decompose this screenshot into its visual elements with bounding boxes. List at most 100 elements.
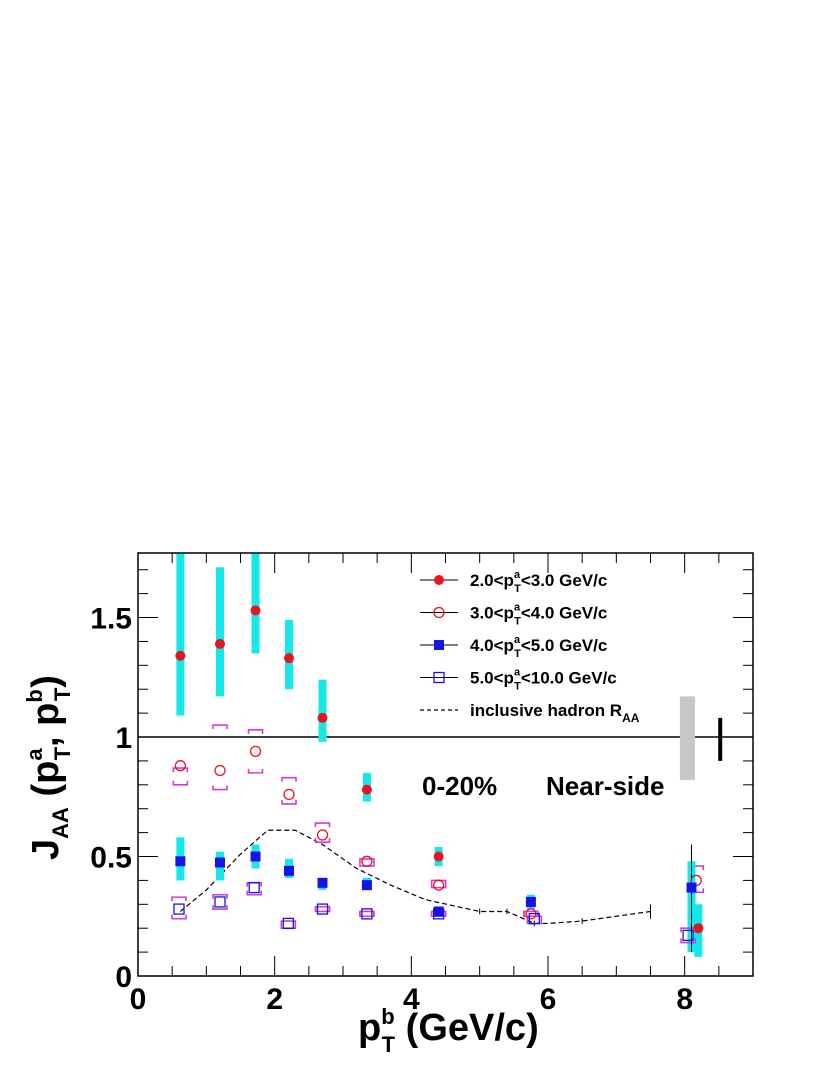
syst-box-bottom-series-4 [680, 938, 696, 944]
point-series-4 [361, 908, 373, 920]
x-title-sub: T [382, 1032, 396, 1057]
raa-curve [179, 829, 651, 925]
syst-box-top-series-2 [172, 767, 189, 773]
legend-label-text: 5.0<p [470, 669, 514, 688]
ticks-layer: 0 2 4 6 8 0 0.5 1 1.5 [90, 553, 754, 1016]
legend-label-sub: T [514, 648, 521, 660]
legend-label-text: 3.0<p [470, 604, 514, 623]
syst-box-bottom-series-4 [171, 914, 187, 920]
syst-box-bottom-series-2 [430, 883, 447, 889]
legend-label: 5.0<pa T<10.0 GeV/c [470, 667, 617, 693]
legend-swatch-marker [433, 606, 445, 619]
point-series-1 [433, 851, 444, 862]
point-series-4 [214, 896, 226, 908]
point-series-1 [215, 638, 225, 649]
point-series-2 [214, 764, 226, 777]
y-title-mid: , p [25, 703, 67, 747]
legend-label-sub: T [514, 583, 521, 595]
point-series-1 [175, 650, 186, 661]
legend-swatch-marker [433, 671, 445, 684]
y-title-sub3: T [50, 687, 75, 701]
y-title-sup2: a [22, 748, 47, 761]
point-series-1 [361, 784, 372, 795]
legend-swatch-marker [434, 575, 444, 585]
point-series-2 [174, 760, 187, 772]
point-series-3 [317, 877, 328, 888]
point-series-2 [283, 788, 295, 801]
point-series-2 [316, 829, 329, 841]
point-series-1 [317, 712, 328, 723]
syst-box-bottom-series-2 [212, 785, 228, 791]
y-title-base: J [25, 839, 67, 860]
x-title-base: p [358, 1007, 381, 1049]
point-series-4 [682, 929, 694, 942]
point-series-1 [284, 653, 295, 664]
x-tick-label: 4 [403, 983, 420, 1016]
legend: 2.0<pa T<3.0 GeV/c3.0<pa T<4.0 GeV/c4.0<pa… [420, 569, 640, 725]
legend-swatch-marker [434, 640, 444, 650]
syst-bar-series-1 [318, 679, 327, 742]
point-series-2 [249, 745, 262, 758]
syst-bar-series-1 [176, 553, 185, 716]
normalization-band [679, 696, 695, 781]
legend-label-sub: T [514, 616, 521, 628]
syst-box-top-series-2 [247, 729, 264, 734]
legend-label-sub: T [514, 681, 521, 693]
legend-label-sup: a [514, 667, 521, 679]
syst-box-bottom-series-2 [172, 780, 189, 786]
y-axis-title: JAA (pa T, pb T) [22, 675, 75, 860]
point-series-3 [525, 896, 536, 907]
x-tick-label: 0 [130, 983, 147, 1016]
syst-box-bottom-series-2 [247, 768, 264, 774]
y-title-sub: AA [48, 807, 73, 839]
point-series-2 [361, 855, 373, 867]
x-tick-label: 8 [676, 983, 693, 1016]
legend-label-sup: a [514, 569, 521, 581]
legend-label-sub: AA [622, 711, 640, 725]
syst-box-bottom-series-4 [314, 907, 331, 913]
legend-label-rest: <3.0 GeV/c [521, 571, 607, 590]
x-title-sup: b [381, 1004, 394, 1029]
syst-box-top-series-4 [212, 893, 228, 899]
syst-bar-series-1 [251, 553, 260, 654]
x-tick-label: 2 [266, 983, 283, 1016]
legend-label-sup: a [514, 634, 521, 646]
y-title-end: ) [25, 675, 67, 688]
syst-box-top-series-4 [280, 920, 297, 926]
point-series-2 [433, 879, 445, 891]
point-series-3 [284, 865, 295, 876]
y-tick-label: 1.5 [90, 603, 132, 636]
legend-label-rest: <5.0 GeV/c [521, 636, 607, 655]
point-series-4 [316, 903, 329, 915]
marks-layer [138, 553, 753, 957]
y-tick-label: 0.5 [90, 842, 132, 875]
legend-label-sup: a [514, 602, 521, 614]
point-series-3 [361, 880, 372, 891]
point-series-3 [250, 851, 261, 862]
syst-box-top-series-2 [314, 822, 331, 828]
legend-label-rest: <10.0 GeV/c [521, 669, 617, 688]
y-tick-label: 0 [115, 961, 132, 994]
x-title-rest: (GeV/c) [395, 1007, 539, 1049]
point-series-3 [175, 856, 186, 867]
point-series-4 [248, 881, 260, 894]
annotation-centrality: 0-20% [422, 771, 497, 801]
syst-box-bottom-series-2 [314, 838, 331, 843]
point-series-3 [215, 857, 225, 868]
syst-box-top-series-2 [359, 858, 375, 863]
legend-label: 2.0<pa T<3.0 GeV/c [470, 569, 607, 595]
point-series-4 [282, 917, 294, 930]
x-tick-label: 6 [540, 983, 557, 1016]
syst-box-top-series-4 [526, 915, 543, 921]
point-series-3 [686, 882, 697, 893]
point-series-3 [433, 906, 444, 917]
syst-box-top-series-4 [171, 896, 187, 902]
syst-box-top-series-2 [212, 724, 228, 730]
syst-box-bottom-series-4 [359, 912, 375, 918]
legend-label-rest: <4.0 GeV/c [521, 604, 607, 623]
y-title-sub2: T [50, 746, 75, 760]
legend-label-text: 4.0<p [470, 636, 514, 655]
legend-label: 4.0<pa T<5.0 GeV/c [470, 634, 607, 660]
legend-label: inclusive hadron RAA [470, 701, 640, 725]
